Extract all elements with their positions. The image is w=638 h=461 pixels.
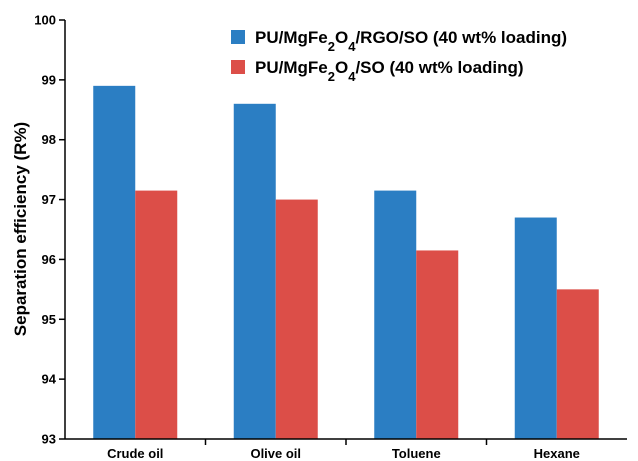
legend-swatch xyxy=(231,30,245,44)
legend-subscript: 2 xyxy=(328,69,335,84)
legend-text-part: PU/MgFe xyxy=(255,28,328,47)
legend-subscript: 4 xyxy=(348,69,356,84)
legend: PU/MgFe2O4/RGO/SO (40 wt% loading)PU/MgF… xyxy=(231,28,567,84)
x-tick-label: Toluene xyxy=(392,446,441,461)
y-axis-ticks: 93 94 95 96 97 98 99 100 xyxy=(34,13,65,447)
bar-series-1 xyxy=(233,103,276,440)
legend-text-part: /SO (40 wt% loading) xyxy=(355,58,523,77)
legend-text-part: O xyxy=(335,28,348,47)
y-tick-label: 98 xyxy=(42,132,56,147)
bar-series-1 xyxy=(374,190,417,439)
x-tick-label: Olive oil xyxy=(250,446,301,461)
legend-subscript: 4 xyxy=(348,39,356,54)
legend-text-part: /RGO/SO (40 wt% loading) xyxy=(355,28,567,47)
x-axis-ticks: Crude oil Olive oil Toluene Hexane xyxy=(107,439,580,461)
y-tick-label: 99 xyxy=(42,72,56,87)
y-tick-label: 100 xyxy=(34,13,56,28)
legend-text-part: O xyxy=(335,58,348,77)
y-tick-label: 93 xyxy=(42,432,56,447)
bar-series-2 xyxy=(275,199,318,439)
bar-series-1 xyxy=(93,85,136,439)
bar-series-2 xyxy=(556,289,599,439)
legend-subscript: 2 xyxy=(328,39,335,54)
x-tick-label: Hexane xyxy=(534,446,580,461)
legend-label: PU/MgFe2O4/SO (40 wt% loading) xyxy=(255,58,524,84)
bar-series-1 xyxy=(514,217,557,439)
bar-series-2 xyxy=(416,250,459,439)
bars-group xyxy=(93,85,599,440)
bar-series-2 xyxy=(135,190,178,439)
y-tick-label: 95 xyxy=(42,312,56,327)
y-tick-label: 97 xyxy=(42,192,56,207)
x-tick-label: Crude oil xyxy=(107,446,163,461)
legend-swatch xyxy=(231,60,245,74)
legend-text-part: PU/MgFe xyxy=(255,58,328,77)
y-tick-label: 96 xyxy=(42,252,56,267)
legend-label: PU/MgFe2O4/RGO/SO (40 wt% loading) xyxy=(255,28,567,54)
y-tick-label: 94 xyxy=(42,372,57,387)
y-axis-title: Separation efficiency (R%) xyxy=(11,122,30,336)
